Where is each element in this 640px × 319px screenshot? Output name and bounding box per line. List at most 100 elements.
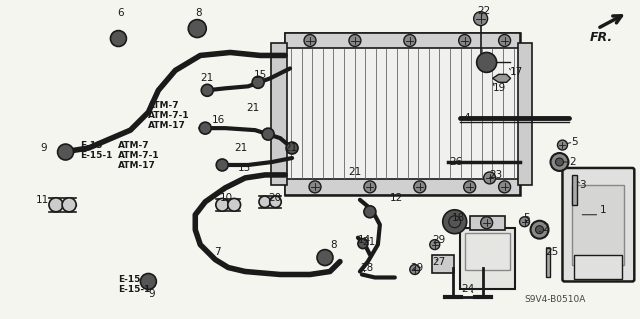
Circle shape xyxy=(349,34,361,47)
Text: 8: 8 xyxy=(330,240,337,250)
Text: 13: 13 xyxy=(238,163,252,173)
Text: 3: 3 xyxy=(579,180,586,190)
Circle shape xyxy=(364,181,376,193)
Circle shape xyxy=(304,34,316,47)
Circle shape xyxy=(449,216,461,228)
Text: 27: 27 xyxy=(432,256,445,267)
Text: ATM-7: ATM-7 xyxy=(148,101,180,110)
Text: 2: 2 xyxy=(543,223,549,233)
Text: 8: 8 xyxy=(195,8,202,18)
Circle shape xyxy=(309,181,321,193)
Circle shape xyxy=(58,144,74,160)
Text: 17: 17 xyxy=(509,67,523,78)
Circle shape xyxy=(216,198,228,211)
Text: 10: 10 xyxy=(220,193,234,203)
Circle shape xyxy=(459,34,470,47)
Text: 15: 15 xyxy=(254,70,268,80)
Circle shape xyxy=(477,52,497,72)
Text: 11: 11 xyxy=(36,195,49,205)
Text: ATM-7-1: ATM-7-1 xyxy=(118,151,160,160)
Circle shape xyxy=(557,140,568,150)
Text: 21: 21 xyxy=(348,167,361,177)
Text: ATM-17: ATM-17 xyxy=(148,121,186,130)
Text: 22: 22 xyxy=(477,6,491,16)
Circle shape xyxy=(364,206,376,218)
Bar xyxy=(460,228,515,289)
Bar xyxy=(271,42,287,185)
Text: 21: 21 xyxy=(362,237,375,247)
Text: 7: 7 xyxy=(214,247,221,256)
Circle shape xyxy=(262,128,274,140)
Circle shape xyxy=(140,273,156,289)
Text: 14: 14 xyxy=(358,235,371,245)
Text: 6: 6 xyxy=(117,8,124,18)
Text: 28: 28 xyxy=(360,263,373,272)
Bar xyxy=(575,255,622,279)
Circle shape xyxy=(481,217,493,229)
Circle shape xyxy=(443,210,467,234)
Text: 12: 12 xyxy=(390,193,403,203)
Circle shape xyxy=(430,240,440,249)
Circle shape xyxy=(62,198,76,212)
Bar xyxy=(518,42,532,185)
Text: 19: 19 xyxy=(493,83,506,93)
Circle shape xyxy=(286,142,298,154)
Circle shape xyxy=(358,239,368,249)
Text: 20: 20 xyxy=(268,193,281,203)
Text: 29: 29 xyxy=(432,235,445,245)
Circle shape xyxy=(228,198,241,211)
Bar xyxy=(470,216,504,230)
Circle shape xyxy=(410,264,420,274)
Text: ATM-7: ATM-7 xyxy=(118,141,150,150)
Text: E-15-1: E-15-1 xyxy=(118,286,151,294)
Text: E-15-1: E-15-1 xyxy=(81,151,113,160)
Text: 9: 9 xyxy=(40,143,47,153)
Text: ATM-7-1: ATM-7-1 xyxy=(148,111,190,120)
Bar xyxy=(572,185,625,264)
Circle shape xyxy=(474,12,488,26)
Circle shape xyxy=(404,34,416,47)
Bar xyxy=(285,179,520,195)
Circle shape xyxy=(520,217,529,227)
Circle shape xyxy=(414,181,426,193)
Text: S9V4-B0510A: S9V4-B0510A xyxy=(525,295,586,304)
Text: FR.: FR. xyxy=(589,31,612,44)
Circle shape xyxy=(499,34,511,47)
Text: 2: 2 xyxy=(570,157,576,167)
Text: E-15: E-15 xyxy=(118,276,141,285)
Text: 21: 21 xyxy=(284,143,298,153)
Circle shape xyxy=(188,19,206,38)
Circle shape xyxy=(49,198,63,212)
Text: ATM-17: ATM-17 xyxy=(118,161,156,170)
Bar xyxy=(572,175,577,205)
Circle shape xyxy=(499,181,511,193)
Text: 4: 4 xyxy=(464,113,470,123)
Circle shape xyxy=(556,158,563,166)
Circle shape xyxy=(259,196,271,208)
Circle shape xyxy=(464,181,476,193)
Circle shape xyxy=(199,122,211,134)
Polygon shape xyxy=(493,74,511,82)
FancyBboxPatch shape xyxy=(563,168,634,281)
Circle shape xyxy=(550,153,568,171)
Text: 29: 29 xyxy=(410,263,423,272)
Text: 21: 21 xyxy=(200,73,214,83)
Text: 5: 5 xyxy=(572,137,578,147)
Circle shape xyxy=(252,76,264,88)
Text: 9: 9 xyxy=(148,289,155,300)
Circle shape xyxy=(317,249,333,265)
Circle shape xyxy=(484,172,495,184)
Bar xyxy=(465,233,509,270)
Text: 18: 18 xyxy=(452,213,465,223)
Circle shape xyxy=(201,84,213,96)
Text: 16: 16 xyxy=(212,115,225,125)
Circle shape xyxy=(269,196,281,208)
Text: 26: 26 xyxy=(450,157,463,167)
Bar xyxy=(285,33,520,48)
Text: 23: 23 xyxy=(490,170,503,180)
Text: E-15: E-15 xyxy=(81,141,103,150)
Text: 24: 24 xyxy=(461,285,474,294)
Bar xyxy=(285,33,520,195)
Text: 5: 5 xyxy=(524,213,530,223)
Circle shape xyxy=(531,221,548,239)
